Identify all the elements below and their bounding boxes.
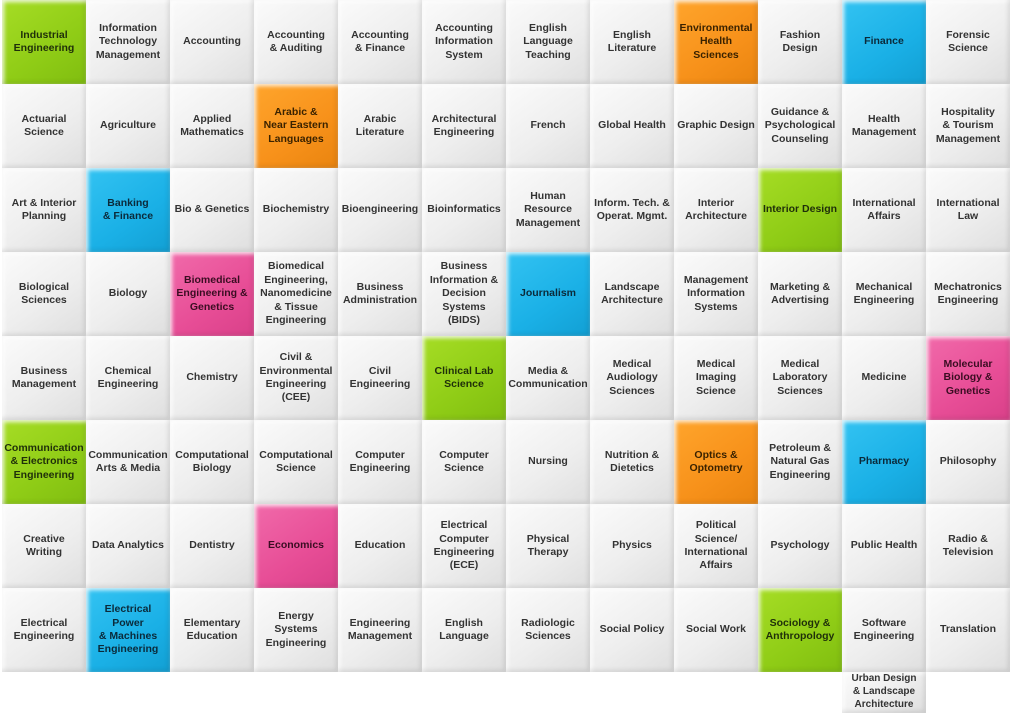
major-tile-inform-tech-operat-mgmt[interactable]: Inform. Tech. & Operat. Mgmt. [590, 168, 674, 252]
major-tile-french[interactable]: French [506, 84, 590, 168]
major-tile-arabic-near-eastern-languages[interactable]: Arabic & Near Eastern Languages [254, 84, 338, 168]
major-tile-computational-biology[interactable]: Computational Biology [170, 420, 254, 504]
major-tile-medical-laboratory-sciences[interactable]: Medical Laboratory Sciences [758, 336, 842, 420]
major-tile-urban-design-landscape-architecture[interactable]: Urban Design & Landscape Architecture [842, 672, 926, 713]
major-tile-marketing-advertising[interactable]: Marketing & Advertising [758, 252, 842, 336]
major-tile-mechanical-engineering[interactable]: Mechanical Engineering [842, 252, 926, 336]
major-tile-software-engineering[interactable]: Software Engineering [842, 588, 926, 672]
major-tile-economics[interactable]: Economics [254, 504, 338, 588]
major-tile-medical-audiology-sciences[interactable]: Medical Audiology Sciences [590, 336, 674, 420]
major-tile-bio-genetics[interactable]: Bio & Genetics [170, 168, 254, 252]
major-tile-philosophy[interactable]: Philosophy [926, 420, 1010, 504]
major-tile-architectural-engineering[interactable]: Architectural Engineering [422, 84, 506, 168]
major-tile-accounting[interactable]: Accounting [170, 0, 254, 84]
major-tile-medical-imaging-science[interactable]: Medical Imaging Science [674, 336, 758, 420]
major-tile-public-health[interactable]: Public Health [842, 504, 926, 588]
major-tile-mechatronics-engineering[interactable]: Mechatronics Engineering [926, 252, 1010, 336]
major-tile-optics-optometry[interactable]: Optics & Optometry [674, 420, 758, 504]
major-tile-political-science-international-affairs[interactable]: Political Science/ International Affairs [674, 504, 758, 588]
major-tile-banking-finance[interactable]: Banking & Finance [86, 168, 170, 252]
major-tile-accounting-auditing[interactable]: Accounting & Auditing [254, 0, 338, 84]
major-tile-management-information-systems[interactable]: Management Information Systems [674, 252, 758, 336]
major-tile-english-language-teaching[interactable]: English Language Teaching [506, 0, 590, 84]
major-tile-international-affairs[interactable]: International Affairs [842, 168, 926, 252]
major-tile-data-analytics[interactable]: Data Analytics [86, 504, 170, 588]
major-tile-education[interactable]: Education [338, 504, 422, 588]
major-tile-arabic-literature[interactable]: Arabic Literature [338, 84, 422, 168]
major-tile-molecular-biology-genetics[interactable]: Molecular Biology & Genetics [926, 336, 1010, 420]
major-tile-computational-science[interactable]: Computational Science [254, 420, 338, 504]
major-tile-graphic-design[interactable]: Graphic Design [674, 84, 758, 168]
major-tile-communication-electronics-engineering[interactable]: Communication & Electronics Engineering [2, 420, 86, 504]
major-tile-medicine[interactable]: Medicine [842, 336, 926, 420]
major-tile-social-work[interactable]: Social Work [674, 588, 758, 672]
major-tile-computer-engineering[interactable]: Computer Engineering [338, 420, 422, 504]
major-tile-art-interior-planning[interactable]: Art & Interior Planning [2, 168, 86, 252]
major-tile-civil-engineering[interactable]: Civil Engineering [338, 336, 422, 420]
major-tile-human-resource-management[interactable]: Human Resource Management [506, 168, 590, 252]
major-tile-business-information-decision-systems-bids[interactable]: Business Information & Decision Systems … [422, 252, 506, 336]
major-tile-bioinformatics[interactable]: Bioinformatics [422, 168, 506, 252]
major-tile-global-health[interactable]: Global Health [590, 84, 674, 168]
major-tile-interior-architecture[interactable]: Interior Architecture [674, 168, 758, 252]
major-tile-forensic-science[interactable]: Forensic Science [926, 0, 1010, 84]
major-tile-clinical-lab-science[interactable]: Clinical Lab Science [422, 336, 506, 420]
major-tile-english-literature[interactable]: English Literature [590, 0, 674, 84]
major-tile-radio-television[interactable]: Radio & Television [926, 504, 1010, 588]
major-tile-engineering-management[interactable]: Engineering Management [338, 588, 422, 672]
major-tile-fashion-design[interactable]: Fashion Design [758, 0, 842, 84]
major-tile-industrial-engineering[interactable]: Industrial Engineering [2, 0, 86, 84]
major-tile-electrical-engineering[interactable]: Electrical Engineering [2, 588, 86, 672]
major-tile-business-administration[interactable]: Business Administration [338, 252, 422, 336]
major-tile-finance[interactable]: Finance [842, 0, 926, 84]
major-tile-applied-mathematics[interactable]: Applied Mathematics [170, 84, 254, 168]
major-tile-bioengineering[interactable]: Bioengineering [338, 168, 422, 252]
major-tile-nursing[interactable]: Nursing [506, 420, 590, 504]
major-tile-landscape-architecture[interactable]: Landscape Architecture [590, 252, 674, 336]
major-tile-pharmacy[interactable]: Pharmacy [842, 420, 926, 504]
major-tile-nutrition-dietetics[interactable]: Nutrition & Dietetics [590, 420, 674, 504]
major-tile-elementary-education[interactable]: Elementary Education [170, 588, 254, 672]
major-tile-guidance-psychological-counseling[interactable]: Guidance & Psychological Counseling [758, 84, 842, 168]
major-tile-interior-design[interactable]: Interior Design [758, 168, 842, 252]
major-tile-social-policy[interactable]: Social Policy [590, 588, 674, 672]
major-tile-business-management[interactable]: Business Management [2, 336, 86, 420]
major-tile-radiologic-sciences[interactable]: Radiologic Sciences [506, 588, 590, 672]
major-tile-actuarial-science[interactable]: Actuarial Science [2, 84, 86, 168]
major-tile-petroleum-natural-gas-engineering[interactable]: Petroleum & Natural Gas Engineering [758, 420, 842, 504]
major-tile-accounting-information-system[interactable]: Accounting Information System [422, 0, 506, 84]
major-tile-accounting-finance[interactable]: Accounting & Finance [338, 0, 422, 84]
major-tile-creative-writing[interactable]: Creative Writing [2, 504, 86, 588]
major-tile-biochemistry[interactable]: Biochemistry [254, 168, 338, 252]
major-tile-physical-therapy[interactable]: Physical Therapy [506, 504, 590, 588]
major-tile-civil-environmental-engineering-cee[interactable]: Civil & Environmental Engineering (CEE) [254, 336, 338, 420]
major-tile-international-law[interactable]: International Law [926, 168, 1010, 252]
major-tile-translation[interactable]: Translation [926, 588, 1010, 672]
major-tile-hospitality-tourism-management[interactable]: Hospitality & Tourism Management [926, 84, 1010, 168]
major-tile-biomedical-engineering-nanomedicine-tissue-engineering[interactable]: Biomedical Engineering, Nanomedicine & T… [254, 252, 338, 336]
major-tile-biomedical-engineering-genetics[interactable]: Biomedical Engineering & Genetics [170, 252, 254, 336]
major-tile-health-management[interactable]: Health Management [842, 84, 926, 168]
major-tile-psychology[interactable]: Psychology [758, 504, 842, 588]
major-tile-media-communication[interactable]: Media & Communication [506, 336, 590, 420]
major-tile-communication-arts-media[interactable]: Communication Arts & Media [86, 420, 170, 504]
major-tile-electrical-power-machines-engineering[interactable]: Electrical Power & Machines Engineering [86, 588, 170, 672]
major-tile-agriculture[interactable]: Agriculture [86, 84, 170, 168]
major-tile-information-technology-management[interactable]: Information Technology Management [86, 0, 170, 84]
major-tile-sociology-anthropology[interactable]: Sociology & Anthropology [758, 588, 842, 672]
major-tile-biology[interactable]: Biology [86, 252, 170, 336]
major-tile-chemical-engineering[interactable]: Chemical Engineering [86, 336, 170, 420]
major-tile-dentistry[interactable]: Dentistry [170, 504, 254, 588]
major-tile-electrical-computer-engineering-ece[interactable]: Electrical Computer Engineering (ECE) [422, 504, 506, 588]
major-tile-energy-systems-engineering[interactable]: Energy Systems Engineering [254, 588, 338, 672]
major-tile-journalism[interactable]: Journalism [506, 252, 590, 336]
major-tile-physics[interactable]: Physics [590, 504, 674, 588]
major-tile-chemistry[interactable]: Chemistry [170, 336, 254, 420]
major-tile-biological-sciences[interactable]: Biological Sciences [2, 252, 86, 336]
major-tile-environmental-health-sciences[interactable]: Environmental Health Sciences [674, 0, 758, 84]
major-tile-english-language[interactable]: English Language [422, 588, 506, 672]
major-tile-computer-science[interactable]: Computer Science [422, 420, 506, 504]
